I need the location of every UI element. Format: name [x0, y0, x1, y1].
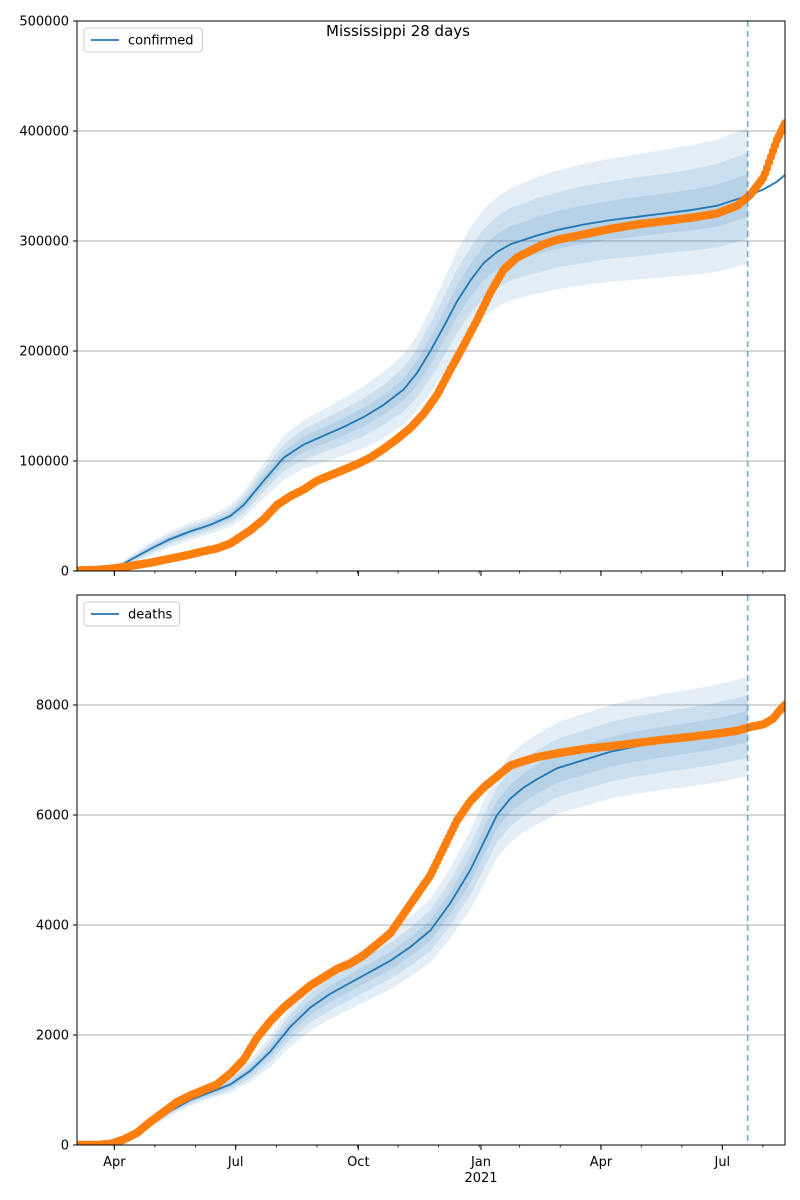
x-tick-label: Oct	[347, 1155, 369, 1170]
observed-points	[77, 119, 785, 571]
y-tick-label: 0	[61, 1139, 69, 1154]
y-tick-label: 8000	[36, 699, 69, 714]
y-tick-label: 6000	[36, 809, 69, 824]
y-tick-label: 200000	[19, 345, 69, 360]
uncertainty-band	[110, 695, 748, 1143]
x-year-label: 2021	[464, 1171, 497, 1186]
figure-title: Mississippi 28 days	[326, 22, 470, 40]
plot-area	[77, 119, 785, 571]
observed-points	[77, 700, 785, 1145]
x-tick-label: Jul	[227, 1155, 244, 1170]
y-tick-label: 500000	[19, 15, 69, 30]
x-tick-label: Jan	[470, 1155, 491, 1170]
uncertainty-band	[110, 710, 748, 1143]
y-tick-label: 400000	[19, 125, 69, 140]
y-tick-label: 100000	[19, 455, 69, 470]
uncertainty-band	[110, 127, 748, 571]
uncertainty-band	[110, 174, 748, 571]
y-tick-label: 300000	[19, 235, 69, 250]
x-tick-label: Apr	[590, 1155, 613, 1170]
legend: confirmed	[83, 27, 203, 53]
x-tick-label: Apr	[103, 1155, 126, 1170]
observed-point	[780, 119, 785, 128]
plot-area	[77, 677, 785, 1145]
axes-frame	[76, 594, 786, 1146]
legend-label: deaths	[128, 608, 173, 623]
uncertainty-band	[110, 152, 748, 571]
uncertainty-band	[110, 677, 748, 1143]
y-tick-label: 4000	[36, 919, 69, 934]
model-line	[109, 174, 785, 571]
observed-point	[780, 700, 785, 710]
axes-frame	[76, 20, 786, 572]
legend: deaths	[83, 601, 181, 627]
y-tick-label: 0	[61, 565, 69, 580]
confirmed-panel: 0 100000 200000 300000 400000 500000 confirmed	[19, 15, 786, 580]
x-tick-label: Jul	[713, 1155, 730, 1170]
y-tick-label: 2000	[36, 1029, 69, 1044]
legend-label: confirmed	[128, 34, 194, 49]
